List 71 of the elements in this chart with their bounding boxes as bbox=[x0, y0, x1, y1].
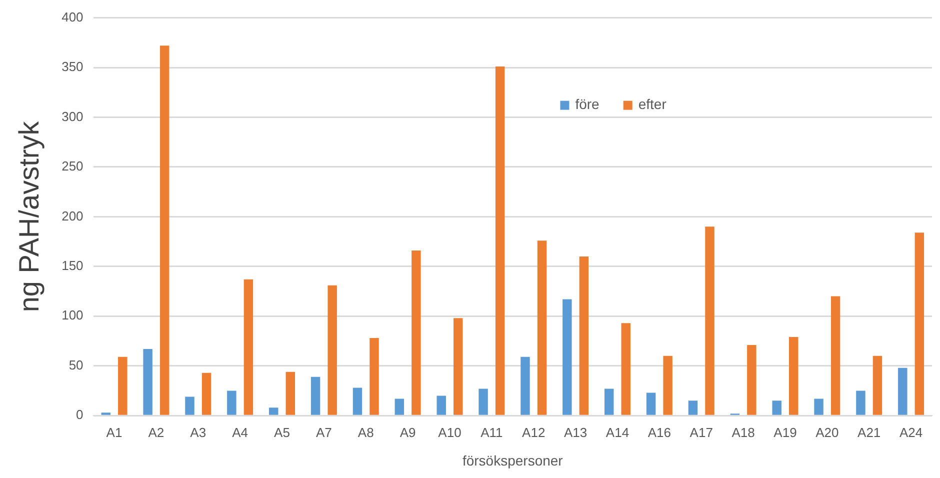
bar bbox=[872, 356, 882, 415]
bar bbox=[244, 279, 254, 415]
bar bbox=[520, 356, 530, 415]
bar bbox=[562, 299, 572, 415]
x-tick-label: A18 bbox=[732, 424, 755, 440]
x-tick-label: A13 bbox=[564, 424, 588, 440]
bar bbox=[772, 400, 782, 415]
bar bbox=[352, 388, 362, 415]
y-tick-label: 50 bbox=[68, 357, 84, 372]
x-tick-label: A4 bbox=[232, 424, 248, 440]
bar bbox=[118, 356, 128, 415]
bar bbox=[394, 398, 404, 415]
bar bbox=[454, 318, 463, 415]
bar bbox=[898, 368, 908, 415]
bar bbox=[160, 46, 170, 415]
bar bbox=[185, 396, 194, 415]
x-tick-label: A14 bbox=[606, 424, 630, 440]
bar bbox=[310, 376, 320, 415]
y-tick-label: 250 bbox=[62, 158, 84, 174]
bar bbox=[495, 66, 505, 415]
y-tick-label: 200 bbox=[62, 208, 84, 224]
x-tick-label: A10 bbox=[438, 424, 462, 440]
y-tick-label: 300 bbox=[62, 108, 84, 124]
bar bbox=[914, 232, 924, 415]
x-axis-title: försökspersoner bbox=[462, 452, 564, 468]
y-tick-label: 400 bbox=[62, 9, 84, 24]
x-tick-label: A8 bbox=[358, 424, 374, 440]
bar bbox=[688, 400, 698, 415]
bar bbox=[621, 323, 630, 415]
y-tick-label: 350 bbox=[62, 59, 84, 74]
bar bbox=[830, 296, 840, 415]
x-tick-label: A12 bbox=[522, 424, 546, 440]
bar bbox=[143, 348, 152, 415]
bar bbox=[202, 372, 212, 415]
x-tick-label: A20 bbox=[816, 424, 839, 440]
legend-label: före bbox=[575, 96, 600, 112]
bar bbox=[478, 388, 488, 415]
y-tick-label: 100 bbox=[62, 308, 84, 323]
bar bbox=[286, 372, 295, 415]
x-tick-label: A11 bbox=[480, 424, 503, 440]
bar bbox=[269, 408, 278, 415]
y-axis-title: ng PAH/avstryk bbox=[14, 120, 45, 312]
x-tick-label: A5 bbox=[274, 424, 290, 440]
y-tick-label: 150 bbox=[62, 258, 84, 274]
bar bbox=[436, 396, 446, 415]
x-tick-label: A7 bbox=[316, 424, 332, 440]
bar bbox=[856, 390, 866, 415]
bar bbox=[646, 392, 656, 415]
bar bbox=[370, 338, 379, 415]
x-tick-label: A24 bbox=[899, 424, 923, 440]
bar bbox=[705, 226, 714, 415]
legend-label: efter bbox=[638, 96, 667, 112]
x-tick-label: A19 bbox=[774, 424, 797, 440]
x-tick-label: A2 bbox=[148, 424, 164, 440]
bar bbox=[328, 285, 337, 415]
bar bbox=[747, 344, 756, 415]
y-tick-label: 0 bbox=[76, 407, 84, 422]
x-tick-label: A3 bbox=[190, 424, 206, 440]
x-tick-label: A21 bbox=[858, 424, 881, 440]
bar bbox=[604, 388, 614, 415]
bar bbox=[663, 356, 672, 415]
bar bbox=[579, 256, 589, 415]
bar bbox=[789, 337, 798, 415]
x-tick-label: A16 bbox=[648, 424, 671, 440]
x-tick-label: A1 bbox=[106, 424, 122, 440]
bar bbox=[537, 240, 547, 415]
bar bbox=[814, 398, 824, 415]
bar bbox=[412, 250, 421, 415]
bar bbox=[227, 390, 236, 415]
x-tick-label: A17 bbox=[690, 424, 713, 440]
x-tick-label: A9 bbox=[400, 424, 416, 440]
